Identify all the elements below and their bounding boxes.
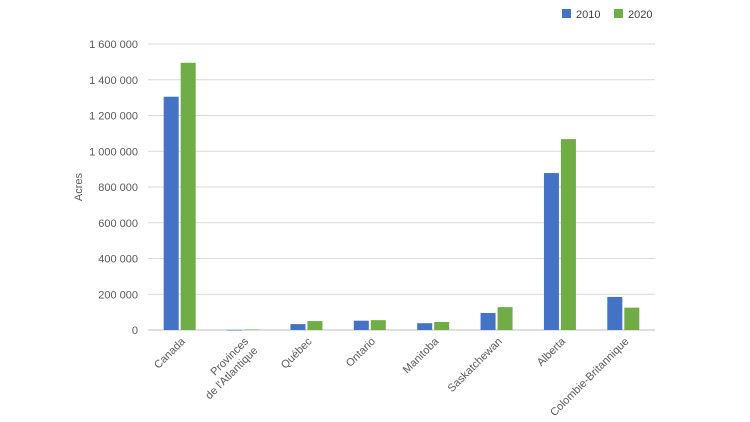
y-axis-label: Acres xyxy=(73,172,85,201)
bars xyxy=(163,62,640,331)
x-tick-label: Ontario xyxy=(344,336,378,370)
y-tick-label: 1 200 000 xyxy=(89,111,138,123)
bar-2010-7 xyxy=(543,173,559,330)
legend-swatch xyxy=(614,9,623,18)
x-tick-label: Canada xyxy=(152,335,188,371)
x-tick-label: Alberta xyxy=(535,335,569,369)
legend-swatch xyxy=(562,9,571,18)
x-tick-label: Manitoba xyxy=(401,335,442,376)
bar-2010-2 xyxy=(227,329,243,331)
y-tick-label: 1 600 000 xyxy=(89,39,138,51)
bar-2020-8 xyxy=(624,307,640,330)
legend: 2010 2020 xyxy=(562,9,652,21)
bar-2010-8 xyxy=(607,296,623,330)
x-tick-label: Saskatchewan xyxy=(446,336,505,395)
bar-2010-1 xyxy=(163,96,179,330)
y-tick-label: 400 000 xyxy=(98,254,138,266)
y-tick-label: 0 xyxy=(132,325,138,337)
bar-2010-6 xyxy=(480,313,496,330)
y-tick-label: 800 000 xyxy=(98,182,138,194)
y-tick-label: 600 000 xyxy=(98,218,138,230)
bar-2020-5 xyxy=(434,321,450,330)
y-tick-label: 1 000 000 xyxy=(89,146,138,158)
bar-2010-4 xyxy=(353,320,369,330)
x-tick-label: Provincesde l'Atlantique xyxy=(194,335,261,402)
gridlines xyxy=(148,43,655,331)
bar-2010-5 xyxy=(417,323,433,330)
bar-2020-4 xyxy=(370,320,386,330)
bar-2020-3 xyxy=(307,321,323,330)
y-tick-label: 1 400 000 xyxy=(89,75,138,87)
legend-label: 2020 xyxy=(628,9,652,21)
legend-label: 2010 xyxy=(576,9,600,21)
bar-2010-3 xyxy=(290,324,306,330)
x-tick-label: Québec xyxy=(279,335,315,371)
bar-2020-1 xyxy=(180,62,196,331)
bar-2020-2 xyxy=(244,329,260,331)
x-axis: Canada Provincesde l'Atlantique Québec Onta… xyxy=(152,335,631,419)
y-tick-label: 200 000 xyxy=(98,289,138,301)
y-axis: 0 200 000 400 000 600 000 800 000 1 000 000 1 … xyxy=(89,39,138,337)
bar-2020-7 xyxy=(560,139,576,330)
bar-2020-6 xyxy=(497,307,513,330)
